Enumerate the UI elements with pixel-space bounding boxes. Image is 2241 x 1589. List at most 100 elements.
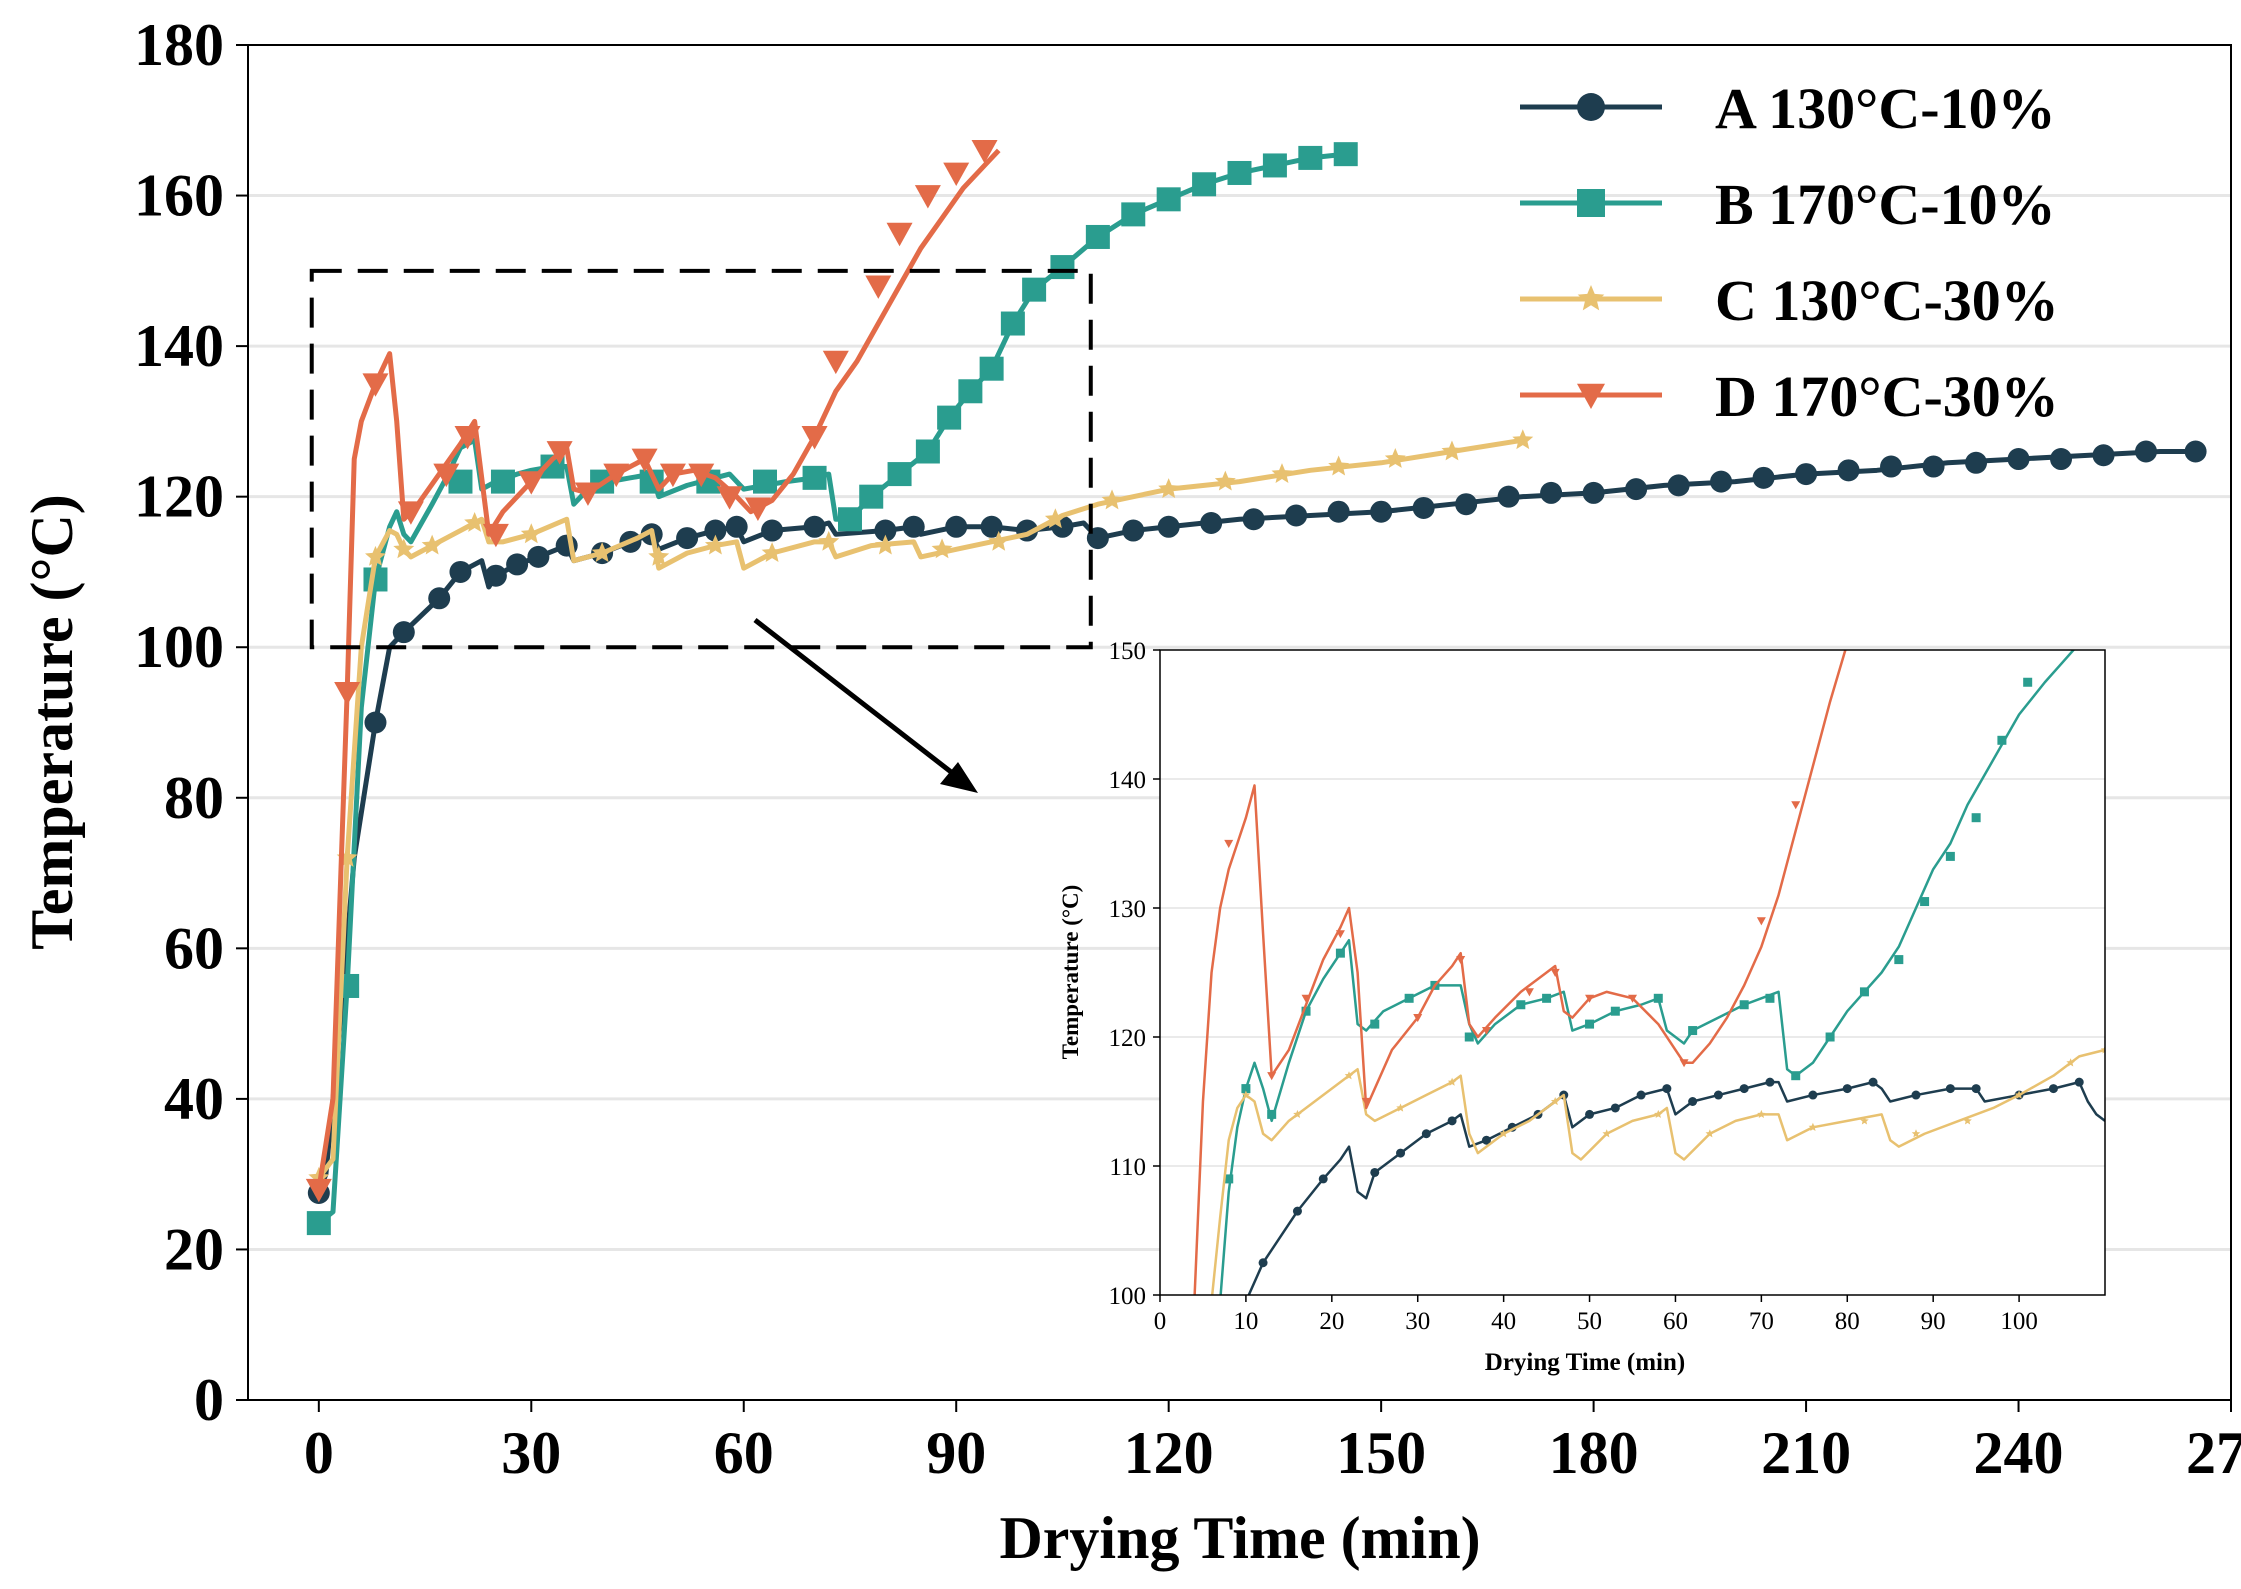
series-b-point	[306, 1211, 331, 1236]
inset-series-a-point	[1911, 1090, 1921, 1100]
series-a-point	[1285, 504, 1308, 527]
series-c-point	[1044, 508, 1066, 529]
inset-x-tick-label: 10	[1233, 1308, 1258, 1335]
series-d-point	[865, 275, 892, 299]
main-x-tick-label: 30	[501, 1420, 561, 1486]
series-d-point	[688, 463, 715, 488]
inset-series-a-point	[1842, 1084, 1852, 1094]
inset-series-d-point	[1224, 839, 1234, 848]
series-a-point	[1625, 478, 1648, 501]
inset-series-d-point	[1301, 994, 1311, 1003]
series-b-point	[958, 379, 983, 404]
main-x-tick-label: 0	[304, 1420, 334, 1486]
inset-series-b-point	[1997, 735, 2007, 745]
series-c-point	[1214, 470, 1236, 491]
inset-gridlines	[1160, 778, 2105, 1167]
inset-background	[1160, 650, 2105, 1295]
series-b-point	[490, 469, 515, 494]
main-y-tick-label: 40	[164, 1066, 224, 1132]
main-y-tick-label: 20	[164, 1216, 224, 1282]
inset-series-b	[1219, 650, 2076, 1295]
series-b-point	[1022, 277, 1047, 302]
inset-series-b-point	[1542, 993, 1552, 1003]
series-c-point	[464, 512, 486, 532]
series-a-point	[1455, 493, 1478, 516]
series-a-point	[527, 545, 550, 568]
series-a-point	[1667, 474, 1690, 497]
main-y-tick-label: 60	[164, 915, 224, 981]
series-a-point	[1752, 466, 1775, 489]
series-b-point	[1298, 145, 1323, 170]
inset-series-c-point	[1241, 1090, 1251, 1099]
inset-series-c-point	[2100, 1045, 2105, 1054]
inset-series-c-point	[1808, 1122, 1818, 1131]
inset-series-b-point	[1301, 1006, 1311, 1016]
inset-series-a-point	[1868, 1077, 1878, 1087]
legend-marker-triangle-down	[1577, 383, 1605, 409]
inset-series-d-point	[1267, 1072, 1277, 1081]
inset-y-tick-label: 110	[1109, 1154, 1146, 1181]
inset-series-c-point	[1911, 1129, 1921, 1138]
legend-marker-circle	[1577, 93, 1605, 121]
series-c-point	[421, 534, 443, 555]
series-a-point	[1412, 496, 1435, 519]
inset-series-a-point	[1765, 1077, 1775, 1087]
legend-item-b: B 170°C-10%	[1520, 172, 2056, 237]
series-b-point	[752, 469, 777, 494]
inset-series-b-point	[1945, 851, 1955, 861]
series-a-point	[449, 560, 472, 583]
legend-label-b: B 170°C-10%	[1715, 172, 2056, 237]
series-d-point	[659, 463, 686, 488]
series-b-point	[887, 462, 912, 487]
series-a-point	[1837, 459, 1860, 482]
inset-series-b-point	[1241, 1084, 1251, 1094]
inset-series-c-point	[1757, 1109, 1766, 1119]
series-b-point	[1085, 224, 1110, 249]
series-c-point	[931, 538, 953, 559]
legend-item-d: D 170°C-30%	[1520, 364, 2059, 429]
inset-y-tick-label: 130	[1109, 896, 1147, 923]
inset-series-d-line	[1193, 650, 1847, 1295]
main-y-tick-label: 180	[134, 12, 224, 78]
inset-series-b-point	[1765, 993, 1775, 1003]
series-a-line	[316, 449, 2196, 1194]
series-b-point	[937, 405, 962, 430]
series-b-point	[1000, 311, 1025, 336]
series-d-point	[433, 463, 460, 488]
main-y-tick-label: 120	[134, 464, 224, 530]
inset-series-a-point	[1713, 1090, 1723, 1100]
main-y-tick-label: 100	[134, 614, 224, 680]
legend-marker-star	[1577, 285, 1605, 311]
legend-label-c: C 130°C-30%	[1715, 268, 2059, 333]
series-a-point	[1710, 470, 1733, 493]
series-c-point	[818, 530, 840, 551]
series-d-point	[574, 482, 601, 506]
series-d-point	[744, 497, 771, 521]
inset-series-b-point	[1516, 1000, 1526, 1010]
series-a-point	[1122, 519, 1145, 542]
series-d-point	[546, 441, 573, 465]
main-x-tick-label: 60	[714, 1420, 774, 1486]
zoom-box	[309, 268, 1093, 650]
inset-series-b-point	[1464, 1032, 1474, 1042]
inset-series-a-point	[1688, 1097, 1698, 1106]
inset-series-a-point	[2048, 1084, 2058, 1094]
series-c-point	[1441, 440, 1463, 461]
inset-series-b-point	[1610, 1006, 1620, 1016]
series-b-point	[859, 484, 884, 509]
main-x-tick-label: 270	[2186, 1420, 2241, 1486]
inset-y-tick-label: 150	[1109, 638, 1147, 665]
inset-series-a-point	[1662, 1084, 1672, 1094]
series-c-point	[988, 530, 1010, 551]
inset-y-tick-label: 140	[1109, 767, 1147, 794]
series-a-point	[1880, 455, 1903, 478]
series-d-point	[631, 448, 658, 473]
inset-series-d-point	[1756, 917, 1766, 926]
inset-x-tick-label: 50	[1577, 1308, 1602, 1335]
inset-series-a-point	[2074, 1077, 2084, 1087]
series-a-point	[1370, 500, 1393, 523]
inset-series-d-point	[1361, 1097, 1371, 1106]
inset-x-tick-label: 40	[1491, 1308, 1516, 1335]
inset-series-a-point	[1481, 1135, 1491, 1145]
inset-series-a-point	[1945, 1084, 1955, 1094]
